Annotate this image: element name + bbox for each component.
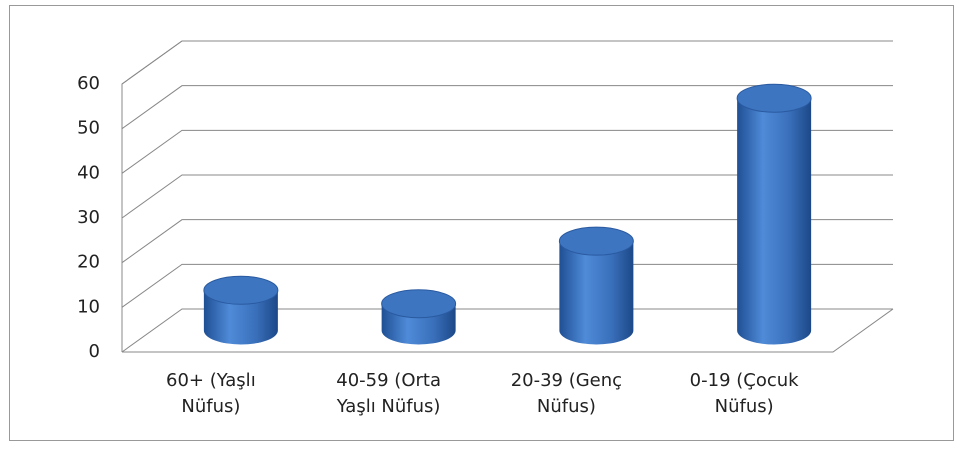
- bar: [381, 289, 457, 345]
- grid-line: [121, 129, 893, 174]
- y-tick-label: 40: [77, 162, 100, 183]
- bar-top: [736, 83, 812, 113]
- grid-line: [121, 308, 893, 353]
- grid-line: [121, 219, 893, 264]
- y-tick-label: 20: [77, 252, 100, 273]
- bar-body: [559, 241, 634, 345]
- grid-line: [121, 263, 893, 308]
- y-tick-label: 30: [77, 207, 100, 228]
- bar: [203, 275, 279, 345]
- grid-line: [121, 40, 893, 85]
- y-tick-label: 50: [77, 118, 100, 139]
- bar: [558, 226, 634, 345]
- x-tick-label: 0-19 (Çocuk Nüfus): [689, 370, 799, 417]
- y-tick-label: 60: [77, 73, 100, 94]
- y-tick-label: 10: [77, 296, 100, 317]
- bar-body: [203, 290, 278, 345]
- bar-top: [381, 289, 457, 319]
- frame: [9, 5, 954, 441]
- bar-top: [558, 226, 634, 256]
- bar-top: [203, 275, 279, 305]
- floor: [122, 308, 894, 353]
- x-tick-label: 20-39 (Genç Nüfus): [510, 370, 623, 417]
- bar: [736, 83, 812, 345]
- grid-line: [121, 174, 893, 219]
- grid-line: [121, 85, 893, 130]
- bar-body: [737, 98, 812, 345]
- x-tick-label: 60+ (Yaşlı Nüfus): [166, 370, 256, 417]
- y-tick-label: 0: [89, 341, 100, 362]
- x-tick-label: 40-59 (Orta Yaşlı Nüfus): [336, 370, 441, 417]
